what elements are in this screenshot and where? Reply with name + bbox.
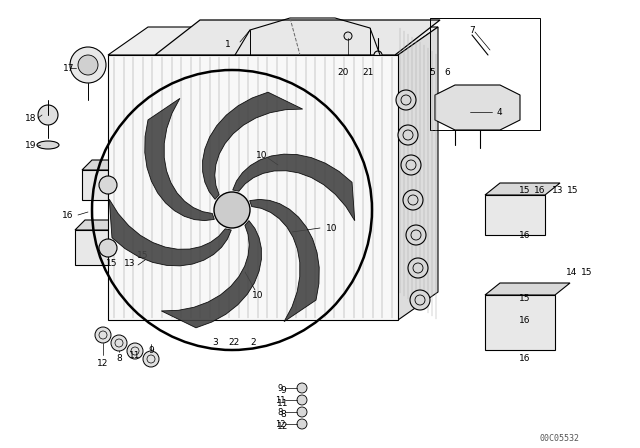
Polygon shape [145, 99, 214, 220]
Text: 11: 11 [277, 399, 289, 408]
Text: 5: 5 [429, 68, 435, 77]
Text: 13: 13 [552, 185, 564, 194]
Text: 11: 11 [275, 396, 285, 405]
Circle shape [374, 51, 382, 59]
Text: 10: 10 [256, 151, 268, 159]
Text: 4: 4 [497, 108, 502, 116]
Circle shape [99, 239, 117, 257]
Circle shape [127, 343, 143, 359]
Text: 1: 1 [225, 39, 231, 48]
Text: 8: 8 [116, 353, 122, 362]
Bar [108, 55, 398, 320]
Text: 16: 16 [62, 211, 74, 220]
Circle shape [408, 258, 428, 278]
Text: 12: 12 [277, 422, 289, 431]
Text: 20: 20 [337, 68, 349, 77]
Text: 8: 8 [277, 408, 283, 417]
Polygon shape [82, 160, 118, 170]
Text: 15: 15 [581, 267, 593, 276]
Text: 8: 8 [280, 409, 286, 418]
Polygon shape [109, 199, 231, 266]
Text: 14: 14 [566, 267, 578, 276]
Text: 10: 10 [252, 290, 264, 300]
Circle shape [297, 407, 307, 417]
Circle shape [398, 125, 418, 145]
Text: 22: 22 [228, 337, 239, 346]
Text: 00C05532: 00C05532 [540, 434, 580, 443]
Circle shape [111, 335, 127, 351]
Text: 18: 18 [24, 113, 36, 122]
Polygon shape [398, 27, 438, 320]
Polygon shape [233, 154, 355, 221]
Text: 15: 15 [519, 185, 531, 194]
Ellipse shape [37, 141, 59, 149]
Text: 9: 9 [280, 385, 286, 395]
Polygon shape [250, 199, 319, 322]
Polygon shape [82, 170, 108, 200]
Text: 17: 17 [63, 64, 74, 73]
Text: 13: 13 [124, 258, 136, 267]
Text: 16: 16 [534, 185, 546, 194]
Polygon shape [75, 230, 108, 265]
Circle shape [297, 395, 307, 405]
Circle shape [403, 190, 423, 210]
Text: 7: 7 [469, 26, 475, 34]
Circle shape [410, 290, 430, 310]
Circle shape [344, 32, 352, 40]
Text: 15: 15 [137, 250, 148, 259]
Text: 15: 15 [519, 293, 531, 302]
Text: 10: 10 [326, 224, 337, 233]
Text: 19: 19 [24, 141, 36, 150]
Circle shape [143, 351, 159, 367]
Text: 9: 9 [277, 383, 283, 392]
Polygon shape [155, 20, 440, 55]
Text: 12: 12 [97, 358, 109, 367]
Text: 16: 16 [519, 231, 531, 240]
Text: 15: 15 [106, 258, 118, 267]
Text: 15: 15 [567, 185, 579, 194]
Polygon shape [75, 220, 118, 230]
Polygon shape [203, 92, 303, 199]
Polygon shape [435, 85, 520, 130]
Polygon shape [485, 283, 570, 295]
Circle shape [297, 383, 307, 393]
Circle shape [214, 192, 250, 228]
Circle shape [396, 90, 416, 110]
Text: 11: 11 [129, 350, 141, 359]
Text: 16: 16 [519, 353, 531, 362]
Circle shape [38, 105, 58, 125]
Text: 2: 2 [250, 337, 256, 346]
Circle shape [297, 419, 307, 429]
Polygon shape [485, 183, 560, 195]
Text: 6: 6 [444, 68, 450, 77]
Polygon shape [485, 195, 545, 235]
Circle shape [406, 225, 426, 245]
Circle shape [95, 327, 111, 343]
Circle shape [401, 155, 421, 175]
Text: 12: 12 [275, 419, 285, 428]
Circle shape [99, 176, 117, 194]
Circle shape [70, 47, 106, 83]
Circle shape [78, 55, 98, 75]
Text: 21: 21 [362, 68, 374, 77]
Text: 16: 16 [519, 315, 531, 324]
Polygon shape [161, 220, 261, 328]
Polygon shape [108, 27, 438, 55]
Text: 9: 9 [148, 345, 154, 354]
Text: 3: 3 [212, 337, 218, 346]
Polygon shape [485, 295, 555, 350]
